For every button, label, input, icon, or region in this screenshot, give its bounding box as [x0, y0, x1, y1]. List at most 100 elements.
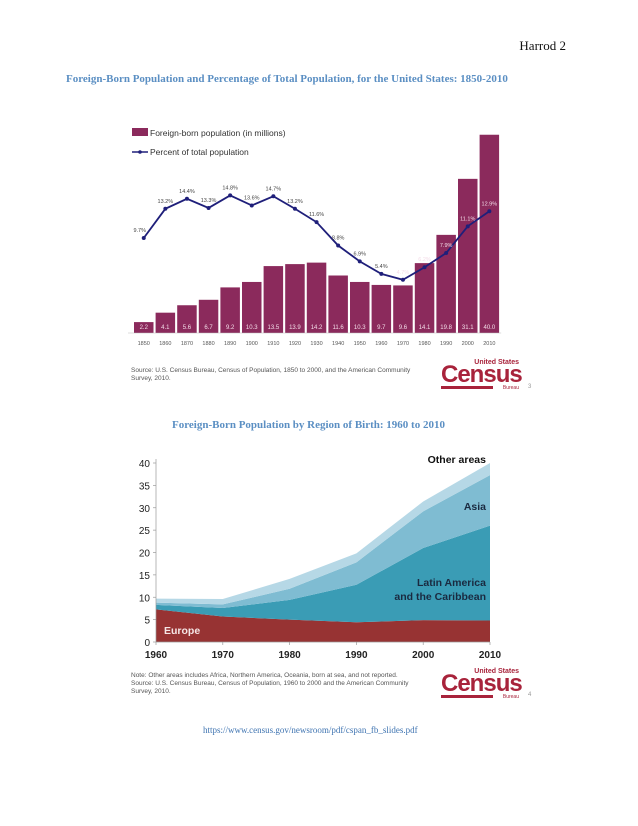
census-logo-top: United States [474, 668, 519, 675]
x-tick-label: 1990 [440, 341, 452, 347]
percent-label: 11.6% [309, 212, 324, 218]
bar-1930 [306, 262, 327, 333]
bar-value-label: 13.9 [289, 325, 301, 331]
y-tick-label: 20 [139, 549, 151, 560]
percent-point [206, 205, 211, 210]
bar-1890 [220, 287, 240, 333]
x-tick-label: 1990 [345, 650, 368, 661]
legend-line-label: Percent of total population [150, 147, 249, 157]
percent-label: 13.3% [201, 198, 217, 204]
x-tick-label: 2010 [483, 341, 495, 347]
foreign-born-bar-line-chart: Foreign-born population (in millions) Pe… [128, 128, 502, 347]
area-latin-america-and-the-caribbean [156, 525, 490, 623]
percent-point [422, 265, 427, 270]
percent-label: 9.7% [133, 228, 146, 234]
legend-line-marker [138, 150, 142, 154]
x-tick-label: 1940 [332, 341, 344, 347]
source-url: https://www.census.gov/newsroom/pdf/cspa… [203, 725, 418, 735]
bar-value-label: 5.6 [183, 325, 192, 331]
census-logo: United States Census Bureau [441, 668, 523, 700]
y-tick-label: 15 [139, 571, 151, 582]
area-asia [156, 475, 490, 608]
census-logo-bottom: Bureau [502, 694, 519, 700]
percent-point [357, 259, 362, 264]
figure-caption-2: Foreign-Born Population by Region of Bir… [172, 419, 445, 431]
x-tick-label: 2010 [479, 650, 502, 661]
percent-point [400, 277, 405, 282]
bar-1920 [285, 264, 305, 333]
bar-value-label: 10.3 [246, 325, 258, 331]
percent-point [292, 206, 297, 211]
percent-point [465, 224, 470, 229]
percent-label: 14.4% [179, 189, 195, 195]
bar-1950 [350, 281, 370, 333]
percent-label: 5.4% [375, 264, 388, 270]
percent-label: 13.2% [287, 199, 303, 205]
bar-value-label: 9.6 [399, 325, 408, 331]
bar-1910 [263, 266, 284, 333]
bar-value-label: 19.8 [440, 325, 452, 331]
x-tick-label: 1860 [159, 341, 171, 347]
percent-point [271, 194, 276, 199]
percent-label: 6.9% [353, 251, 366, 257]
bar-value-label: 11.6 [333, 325, 345, 331]
x-tick-label: 2000 [412, 650, 435, 661]
bar-2000 [458, 178, 478, 333]
legend-bar-label: Foreign-born population (in millions) [150, 128, 286, 138]
x-tick-label: 1970 [397, 341, 409, 347]
x-tick-label: 1960 [375, 341, 387, 347]
y-tick-label: 10 [139, 593, 151, 604]
y-tick-label: 5 [144, 616, 150, 627]
census-logo-main: Census [441, 361, 523, 388]
slide-number: 3 [528, 384, 532, 390]
bar-value-label: 4.1 [161, 325, 170, 331]
x-tick-label: 2000 [462, 341, 474, 347]
x-tick-label: 1950 [354, 341, 366, 347]
y-tick-label: 35 [139, 481, 151, 492]
percent-point [141, 236, 146, 241]
bar-value-label: 10.3 [354, 325, 366, 331]
x-tick-label: 1980 [278, 650, 301, 661]
x-tick-label: 1920 [289, 341, 301, 347]
bar-1970 [393, 285, 413, 333]
x-tick-label: 1900 [246, 341, 258, 347]
percent-label: 13.2% [158, 199, 174, 205]
y-tick-label: 25 [139, 526, 151, 537]
bar-value-label: 9.7 [377, 325, 386, 331]
percent-label: 12.9% [482, 201, 498, 207]
bar-1900 [242, 281, 262, 333]
y-tick-label: 30 [139, 504, 151, 515]
percent-point [336, 243, 341, 248]
census-logo: United States Census Bureau [441, 359, 523, 391]
bar-value-label: 14.2 [311, 325, 323, 331]
slide2-source-text: Source: U.S. Census Bureau, Census of Po… [131, 680, 409, 695]
bar-1880 [198, 299, 219, 333]
slide2-source: Note: Other areas includes Africa, North… [131, 672, 431, 696]
area-europe [156, 609, 490, 642]
bar-value-label: 31.1 [462, 325, 474, 331]
latin-america-label-line2: and the Caribbean [394, 591, 486, 603]
bar-1870 [177, 305, 197, 333]
percent-label: 6.2% [418, 257, 431, 263]
percent-point [487, 209, 492, 214]
percent-point [314, 220, 319, 225]
x-tick-label: 1980 [418, 341, 430, 347]
other-areas-label: Other areas [428, 454, 487, 466]
percent-point [184, 196, 189, 201]
bar-1980 [414, 263, 435, 333]
europe-label: Europe [164, 625, 200, 637]
y-tick-label: 0 [144, 638, 150, 649]
latin-america-label: Latin America [417, 577, 486, 589]
percent-point [444, 251, 449, 256]
page-header-name: Harrod 2 [519, 38, 566, 53]
slide2-note: Note: Other areas includes Africa, North… [131, 672, 398, 679]
x-tick-label: 1910 [267, 341, 279, 347]
percent-point [249, 203, 254, 208]
percent-label: 13.6% [244, 195, 260, 201]
bar-2010 [479, 134, 500, 333]
bar-value-label: 9.2 [226, 325, 235, 331]
bar-1860 [155, 312, 176, 333]
x-tick-label: 1970 [212, 650, 235, 661]
x-tick-label: 1880 [202, 341, 214, 347]
percent-label: 7.9% [440, 243, 453, 249]
